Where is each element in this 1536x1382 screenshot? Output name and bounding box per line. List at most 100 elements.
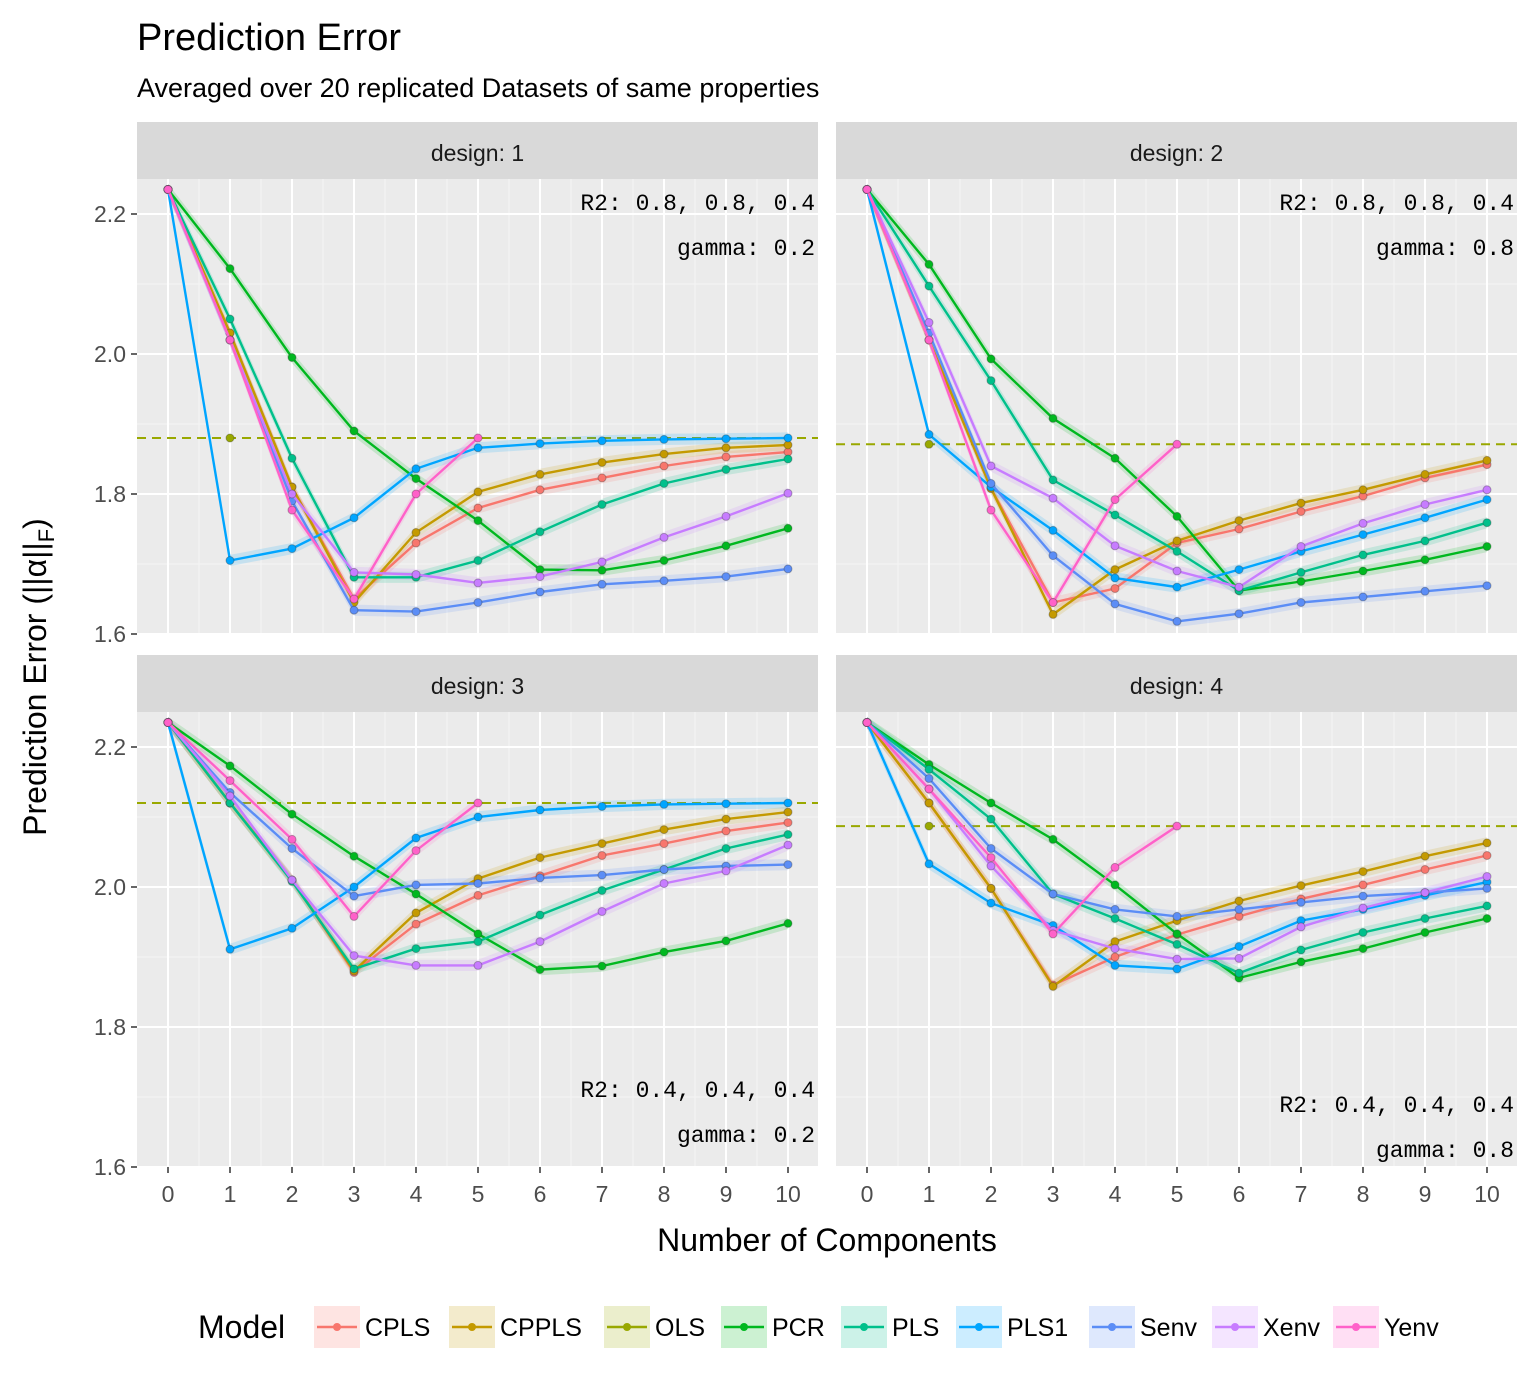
y-axis-title-close: ) — [17, 518, 53, 529]
x-tick-label: 8 — [1357, 1181, 1370, 1207]
panel-3-point-pcr — [473, 929, 483, 939]
panel-1-point-pls — [473, 556, 483, 565]
panel-1-strip-label: design: 1 — [431, 140, 524, 166]
panel-1-point-pls1 — [535, 439, 545, 449]
panel-1-point-pcr — [659, 556, 669, 565]
panel-4-point-senv — [1358, 891, 1368, 901]
panel-1-point-pls — [659, 479, 669, 488]
panel-3-point-cppls — [659, 825, 669, 835]
panel-1-series-pcr — [163, 185, 793, 575]
legend-label-cppls: CPPLS — [500, 1314, 582, 1342]
panel-3-point-yenv — [473, 798, 483, 808]
panel-2-point-pls — [1420, 536, 1430, 546]
panel-4-point-ols — [924, 821, 934, 831]
panel-3-point-pls — [783, 830, 793, 839]
panel-3-point-pls — [535, 910, 545, 920]
panel-2-point-pls — [1358, 550, 1368, 560]
panel-3-point-senv — [287, 844, 297, 853]
panel-3-point-pcr — [783, 918, 793, 928]
panel-1-point-pcr — [411, 474, 421, 484]
panel-3-series-yenv — [163, 718, 483, 921]
panel-2-point-pls1 — [924, 430, 934, 439]
panel-4-ribbon-pls1 — [867, 716, 1487, 975]
x-tick-label: 9 — [1419, 1181, 1432, 1207]
panel-4-point-xenv — [1296, 922, 1306, 932]
x-tick-label: 1 — [224, 1181, 237, 1207]
panel-2-point-pls1 — [1234, 565, 1244, 575]
panel-3-point-pls1 — [783, 798, 793, 808]
panel-1-point-pls — [783, 454, 793, 464]
panel-4-point-yenv — [1110, 862, 1120, 872]
panel-3-point-pcr — [597, 961, 607, 971]
panel-1-point-senv — [349, 605, 359, 615]
panel-1-point-senv — [783, 564, 793, 574]
panel-2-line-yenv — [865, 189, 1178, 605]
panel-3-annotation-2: gamma: 0.2 — [677, 1123, 815, 1149]
panel-4-point-senv — [924, 774, 934, 783]
panel-2-point-senv — [1110, 599, 1120, 609]
panel-2-point-pcr — [1110, 453, 1120, 463]
panel-3-point-xenv — [597, 907, 607, 916]
panel-4-point-cppls — [1482, 838, 1492, 848]
panel-4-point-pls1 — [1110, 960, 1120, 970]
panel-1-point-pcr — [349, 426, 359, 436]
x-tick-label: 9 — [720, 1181, 733, 1207]
panel-2-point-cppls — [1420, 469, 1430, 479]
y-tick-label: 1.6 — [94, 1154, 126, 1180]
panel-2-point-cpls — [1296, 507, 1306, 516]
panel-2-point-xenv — [1482, 485, 1492, 495]
panel-1-point-pls — [287, 453, 297, 463]
panel-1-point-xenv — [473, 578, 483, 588]
panel-2-point-pcr — [1172, 511, 1182, 521]
panel-3-point-yenv — [287, 834, 297, 844]
panel-3-point-pls — [411, 944, 421, 954]
panel-4-point-pcr — [1048, 834, 1058, 844]
panel-3-point-pcr — [287, 809, 297, 819]
x-tick-label: 7 — [1295, 1181, 1308, 1207]
panel-3-point-pls1 — [349, 882, 359, 892]
panel-1-point-cpls — [597, 473, 607, 483]
panel-4-annotation-2: gamma: 0.8 — [1376, 1138, 1514, 1164]
panel-3-point-cpls — [659, 839, 669, 849]
panel-2-point-pcr — [1358, 566, 1368, 576]
panel-4-series-yenv — [862, 718, 1182, 939]
panel-4-point-cppls — [924, 798, 934, 808]
x-tick-label: 0 — [861, 1181, 874, 1207]
x-tick-label: 10 — [1474, 1181, 1500, 1207]
legend-key-point — [468, 1323, 476, 1331]
facet-panels: design: 1 R2: 0.8, 0.8, 0.4 gamma: 0.2 1.6 1… — [94, 122, 1517, 1207]
legend-key-point — [623, 1323, 631, 1331]
panel-3-point-cppls — [411, 908, 421, 918]
panel-2-point-pls — [1048, 475, 1058, 485]
legend-key-point — [1352, 1323, 1360, 1331]
panel-1-point-yenv — [287, 505, 297, 515]
panel-1-point-cppls — [597, 458, 607, 467]
panel-4-point-pcr — [1358, 944, 1368, 954]
panel-1-point-cppls — [659, 449, 669, 459]
panel-2-point-xenv — [1358, 518, 1368, 528]
panel-3-point-senv — [783, 860, 793, 870]
panel-1-annotation-1: R2: 0.8, 0.8, 0.4 — [580, 191, 815, 217]
panel-4: design: 4 R2: 0.4, 0.4, 0.4 gamma: 0.8 0 1 2 3… — [836, 655, 1517, 1207]
panel-3-point-cpls — [411, 919, 421, 929]
panel-2-annotation-2: gamma: 0.8 — [1376, 236, 1514, 262]
panel-2-point-xenv — [1296, 542, 1306, 551]
panel-3-point-pcr — [535, 965, 545, 975]
panel-3-point-pcr — [659, 947, 669, 957]
x-tick-label: 10 — [775, 1181, 801, 1207]
panel-1-point-pls — [597, 500, 607, 509]
y-tick-label: 1.8 — [94, 481, 126, 507]
panel-3-strip — [137, 655, 818, 712]
legend-key-point — [860, 1323, 868, 1331]
panel-4-point-pls1 — [986, 898, 996, 908]
panel-1-series-yenv — [163, 185, 483, 604]
panel-3-annotation-1: R2: 0.4, 0.4, 0.4 — [580, 1078, 815, 1104]
panel-1-point-senv — [535, 587, 545, 597]
panel-1-series — [163, 185, 793, 617]
legend-key-point — [1231, 1323, 1239, 1331]
panel-3-point-senv — [349, 891, 359, 901]
panel-2-point-senv — [986, 479, 996, 488]
panel-4-point-pcr — [1172, 929, 1182, 939]
panel-1-point-senv — [411, 607, 421, 617]
